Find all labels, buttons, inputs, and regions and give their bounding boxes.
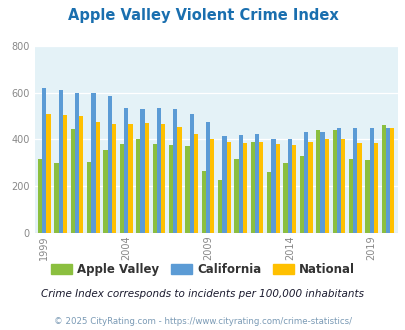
Bar [217, 180, 222, 233]
Text: Apple Valley Violent Crime Index: Apple Valley Violent Crime Index [68, 8, 337, 23]
Bar [201, 171, 205, 233]
Bar [364, 160, 369, 233]
Bar [336, 128, 340, 233]
Bar [352, 128, 356, 233]
Bar [381, 125, 385, 233]
Bar [58, 90, 63, 233]
Bar [46, 114, 51, 233]
Text: © 2025 CityRating.com - https://www.cityrating.com/crime-statistics/: © 2025 CityRating.com - https://www.city… [54, 317, 351, 326]
Bar [119, 144, 124, 233]
Bar [38, 159, 42, 233]
Bar [152, 144, 156, 233]
Bar [107, 96, 112, 233]
Bar [250, 142, 254, 233]
Bar [259, 142, 263, 233]
Bar [177, 127, 181, 233]
Bar [271, 139, 275, 233]
Bar [324, 139, 328, 233]
Bar [299, 156, 303, 233]
Bar [156, 108, 161, 233]
Bar [124, 108, 128, 233]
Bar [63, 115, 67, 233]
Bar [389, 128, 394, 233]
Bar [348, 159, 352, 233]
Bar [189, 114, 193, 233]
Bar [266, 172, 271, 233]
Bar [373, 143, 377, 233]
Bar [332, 130, 336, 233]
Bar [275, 144, 279, 233]
Bar [128, 124, 132, 233]
Bar [242, 143, 247, 233]
Bar [238, 135, 242, 233]
Bar [356, 143, 361, 233]
Bar [369, 128, 373, 233]
Bar [54, 163, 58, 233]
Bar [70, 129, 75, 233]
Bar [385, 128, 389, 233]
Bar [136, 139, 140, 233]
Bar [283, 163, 287, 233]
Bar [168, 145, 173, 233]
Bar [307, 142, 312, 233]
Legend: Apple Valley, California, National: Apple Valley, California, National [46, 258, 359, 281]
Bar [173, 109, 177, 233]
Bar [303, 132, 307, 233]
Bar [234, 159, 238, 233]
Bar [140, 109, 144, 233]
Bar [161, 124, 165, 233]
Bar [91, 93, 95, 233]
Text: Crime Index corresponds to incidents per 100,000 inhabitants: Crime Index corresponds to incidents per… [41, 289, 364, 299]
Bar [226, 142, 230, 233]
Bar [95, 122, 100, 233]
Bar [112, 124, 116, 233]
Bar [222, 136, 226, 233]
Bar [144, 123, 149, 233]
Bar [79, 116, 83, 233]
Bar [193, 134, 198, 233]
Bar [315, 130, 320, 233]
Bar [87, 162, 91, 233]
Bar [103, 150, 107, 233]
Bar [42, 88, 46, 233]
Bar [75, 93, 79, 233]
Bar [291, 145, 296, 233]
Bar [254, 134, 259, 233]
Bar [185, 147, 189, 233]
Bar [205, 122, 210, 233]
Bar [320, 132, 324, 233]
Bar [340, 139, 345, 233]
Bar [210, 139, 214, 233]
Bar [287, 139, 291, 233]
